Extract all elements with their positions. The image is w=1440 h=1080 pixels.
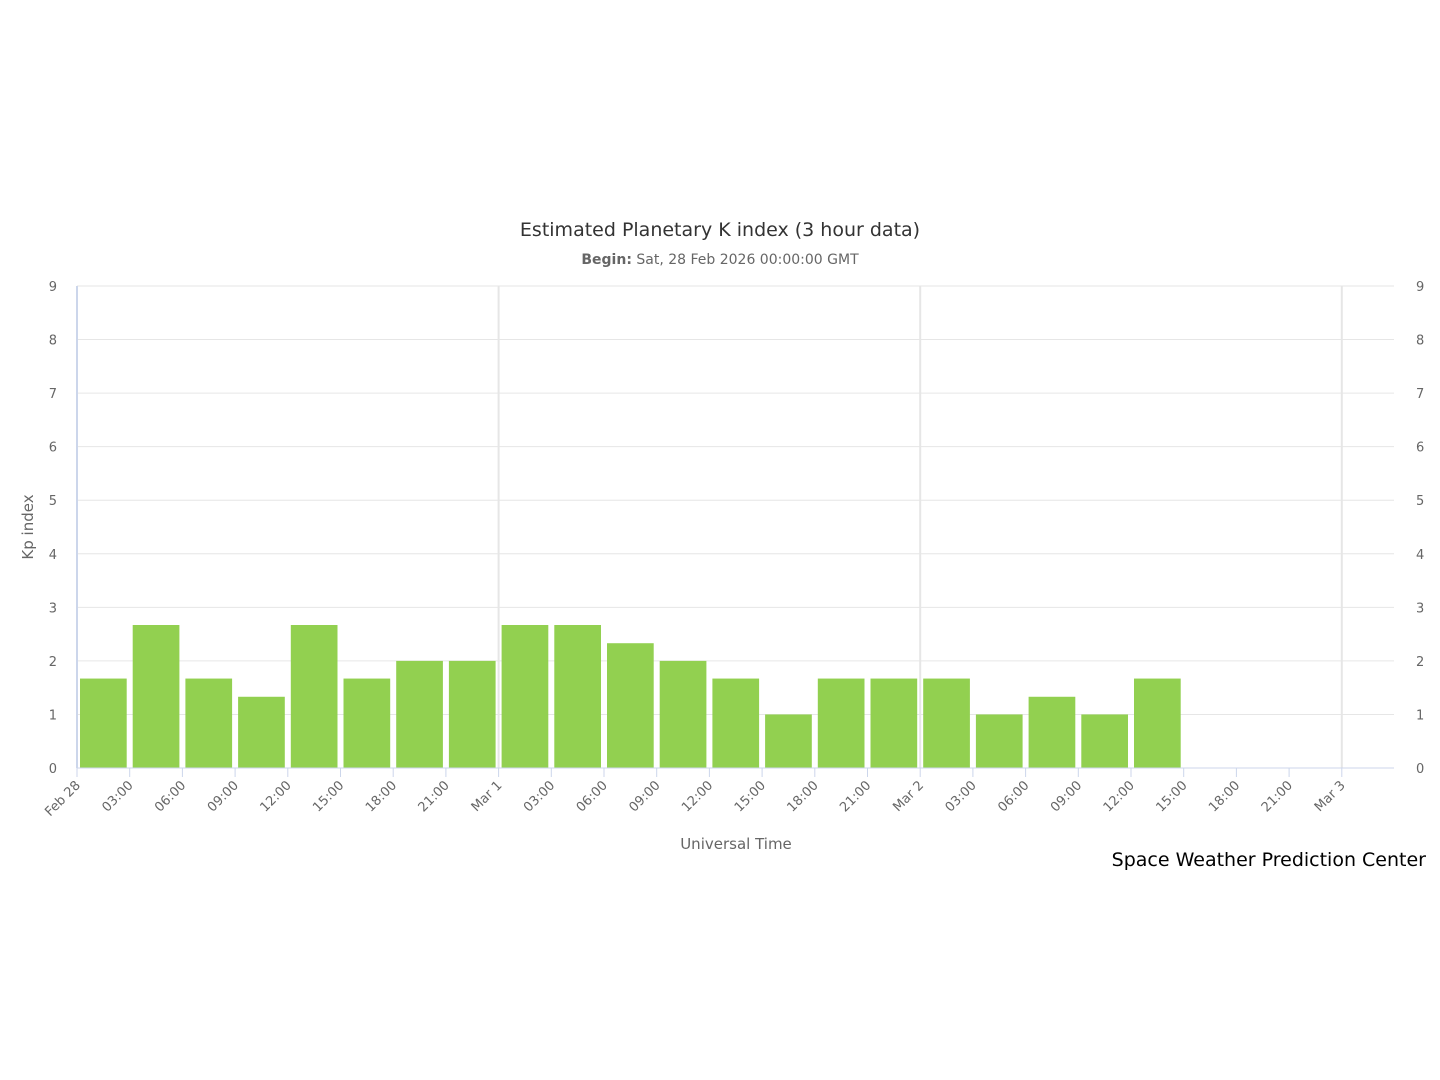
- bar-Mar-1-06-00: [607, 643, 654, 768]
- bar-Mar-1-18-00: [817, 678, 865, 768]
- x-tick-label: 09:00: [1048, 778, 1085, 815]
- bar-Mar-2-03-00: [975, 714, 1023, 768]
- y-tick-label-left: 6: [49, 441, 57, 456]
- y-tick-label-left: 1: [49, 708, 57, 723]
- x-tick-label: 12:00: [1101, 778, 1138, 815]
- x-tick-label: 18:00: [1206, 778, 1243, 815]
- x-tick-label: 12:00: [258, 778, 295, 815]
- y-tick-label-right: 7: [1416, 387, 1424, 402]
- subtitle-label: Begin:: [581, 252, 632, 268]
- bar-Mar-1-03-00: [554, 625, 601, 768]
- x-tick-label: 03:00: [99, 778, 136, 815]
- bar-Feb-28-18-00: [396, 660, 443, 768]
- subtitle-value: Sat, 28 Feb 2026 00:00:00 GMT: [632, 252, 859, 268]
- x-tick-label: 18:00: [785, 778, 822, 815]
- x-tick-label: Mar 3: [1312, 778, 1349, 815]
- x-tick-label: 06:00: [152, 778, 189, 815]
- bar-Feb-28-00-00: [80, 678, 127, 768]
- y-tick-label-right: 6: [1416, 441, 1424, 456]
- bar-Mar-2-06-00: [1028, 696, 1076, 768]
- y-tick-label-right: 2: [1416, 655, 1424, 670]
- credit-text: Space Weather Prediction Center: [1112, 849, 1427, 871]
- x-tick-label: 09:00: [626, 778, 663, 815]
- bar-Feb-28-03-00: [132, 625, 180, 768]
- y-axis-label: Kp index: [19, 494, 37, 559]
- y-tick-label-left: 4: [49, 548, 57, 563]
- y-tick-label-left: 5: [49, 494, 57, 509]
- y-tick-label-right: 8: [1416, 334, 1424, 349]
- bar-Mar-2-12-00: [1134, 678, 1181, 768]
- x-tick-label: 21:00: [1259, 778, 1296, 815]
- x-tick-label: 06:00: [574, 778, 611, 815]
- bar-Feb-28-15-00: [343, 678, 391, 768]
- y-tick-label-left: 0: [49, 762, 57, 777]
- x-tick-label: 06:00: [995, 778, 1032, 815]
- x-tick-label: Mar 2: [890, 778, 927, 815]
- bar-Feb-28-21-00: [448, 660, 496, 768]
- x-tick-label: 15:00: [310, 778, 347, 815]
- y-tick-label-right: 4: [1416, 548, 1424, 563]
- x-tick-label: Mar 1: [469, 778, 506, 815]
- x-axis-label: Universal Time: [680, 835, 792, 853]
- x-tick-label: 18:00: [363, 778, 400, 815]
- chart-title: Estimated Planetary K index (3 hour data…: [520, 219, 920, 241]
- x-tick-label: 15:00: [1153, 778, 1190, 815]
- y-tick-label-left: 7: [49, 387, 57, 402]
- y-tick-label-right: 9: [1416, 280, 1424, 295]
- bar-Mar-1-15-00: [765, 714, 812, 768]
- bar-Mar-1-12-00: [712, 678, 760, 768]
- x-tick-label: 21:00: [837, 778, 874, 815]
- bars: [80, 625, 1181, 768]
- x-tick-label: 15:00: [732, 778, 769, 815]
- y-tick-label-right: 1: [1416, 708, 1424, 723]
- bar-Mar-1-21-00: [870, 678, 918, 768]
- bar-Mar-1-00-00: [501, 625, 549, 768]
- x-tick-label: 03:00: [521, 778, 558, 815]
- bar-Mar-2-09-00: [1081, 714, 1128, 768]
- bar-Mar-2-00-00: [923, 678, 970, 768]
- y-tick-label-left: 8: [49, 334, 57, 349]
- y-tick-label-right: 0: [1416, 762, 1424, 777]
- x-tick-label: 03:00: [943, 778, 980, 815]
- y-tick-label-right: 5: [1416, 494, 1424, 509]
- bar-Feb-28-06-00: [185, 678, 233, 768]
- y-tick-label-left: 2: [49, 655, 57, 670]
- x-tick-label: 12:00: [679, 778, 716, 815]
- bar-Feb-28-12-00: [290, 625, 338, 768]
- chart-subtitle: Begin: Sat, 28 Feb 2026 00:00:00 GMT: [581, 252, 859, 268]
- bar-Feb-28-09-00: [238, 696, 285, 768]
- x-tick-label: 09:00: [205, 778, 242, 815]
- x-tick-label: Feb 28: [42, 778, 84, 820]
- y-tick-label-left: 9: [49, 280, 57, 295]
- x-tick-label: 21:00: [416, 778, 453, 815]
- bar-Mar-1-09-00: [659, 660, 707, 768]
- y-tick-label-left: 3: [49, 601, 57, 616]
- y-tick-label-right: 3: [1416, 601, 1424, 616]
